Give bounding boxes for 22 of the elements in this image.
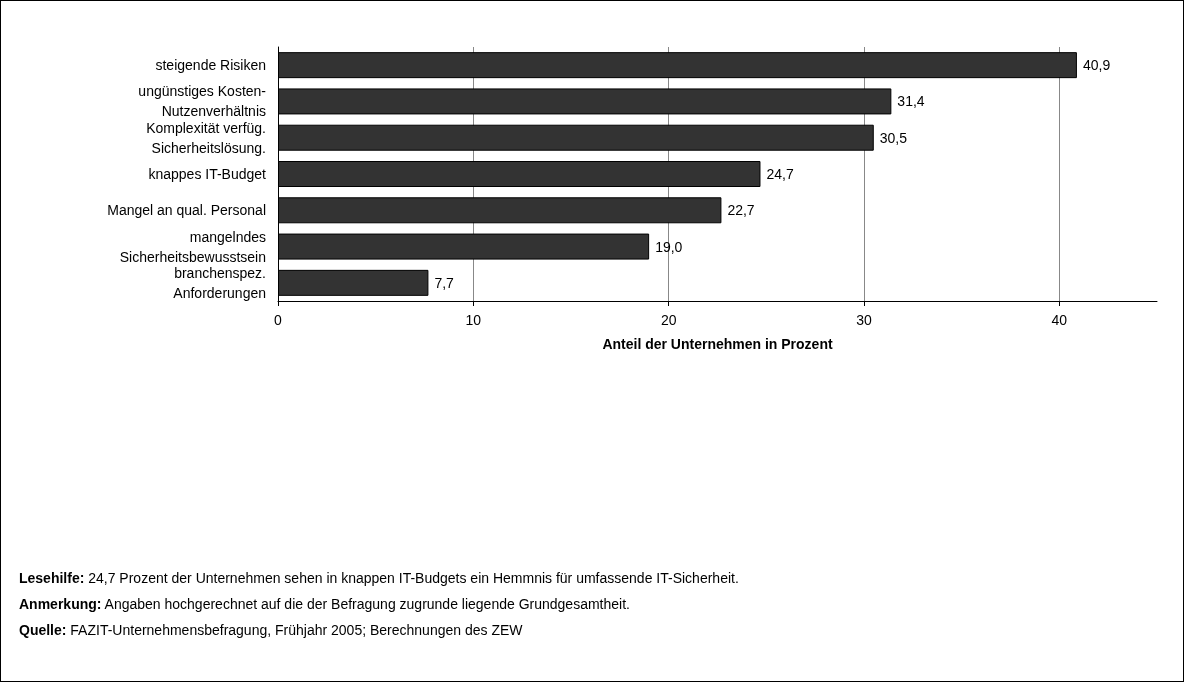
data-label: 30,5 (879, 129, 908, 146)
y-tick-label: knappes IT-Budget (148, 166, 267, 182)
text: Anmerkung: Angaben hochgerechnet auf die der Befragung zugrunde liegende Grundgesamtheit. (19, 596, 630, 612)
data-label: 31,4 (897, 93, 925, 110)
x-tick-label: 10 (465, 312, 482, 328)
data-label: 40,9 (1082, 57, 1111, 74)
x-tick-label: 0 (274, 312, 283, 328)
y-tick-label: steigende Risiken (155, 57, 266, 74)
x-tick-label: 30 (856, 312, 872, 328)
data-label: 24,7 (766, 166, 794, 182)
source-note: Quelle: FAZIT-Unternehmensbefragung, Frühjahr 2005; Berechnungen des ZEW (19, 622, 524, 638)
y-tick-label: Komplexität verfüg. Sicherheitslösung. (146, 119, 266, 156)
data-label: 19,0 (655, 238, 683, 255)
y-tick-label: branchenspez. Anforderungen (173, 264, 266, 301)
data-label: 22,7 (727, 202, 755, 219)
y-tick-label: ungünstiges Kosten- Nutzenverhältnis (138, 83, 267, 120)
x-tick-label: 20 (660, 312, 677, 328)
data-label: 7,7 (434, 274, 455, 291)
x-tick-label: 40 (1051, 312, 1068, 328)
y-tick-label: Mangel an qual. Personal (107, 202, 266, 219)
x-axis-title: Anteil der Unternehmen in Prozent (602, 336, 833, 352)
text: Lesehilfe: 24,7 Prozent der Unternehmen sehen in knappen IT-Budgets ein Hemmnis für umfassende IT-Sicherheit. (19, 570, 739, 586)
